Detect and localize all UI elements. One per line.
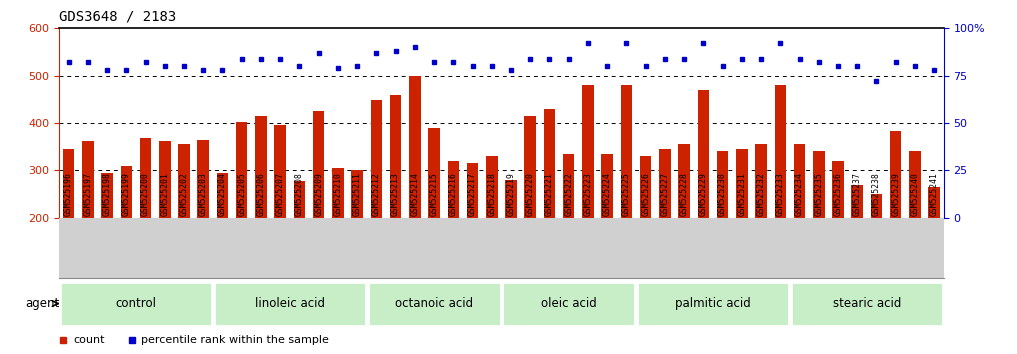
FancyBboxPatch shape — [214, 281, 366, 326]
Bar — [102, 173, 113, 218]
Bar — [139, 138, 152, 218]
Bar — [640, 156, 652, 218]
FancyBboxPatch shape — [367, 281, 500, 326]
Bar — [775, 85, 786, 218]
Bar — [82, 141, 94, 218]
Text: octanoic acid: octanoic acid — [395, 297, 473, 310]
Text: control: control — [115, 297, 157, 310]
Bar — [255, 116, 266, 218]
Bar — [217, 173, 228, 218]
Bar — [197, 139, 210, 218]
Bar — [294, 181, 305, 218]
Bar — [178, 144, 190, 218]
Bar — [717, 152, 728, 218]
Bar — [793, 144, 805, 218]
Bar — [929, 187, 940, 218]
Bar — [467, 163, 478, 218]
Bar — [63, 149, 74, 218]
Bar — [909, 152, 920, 218]
Bar — [486, 156, 497, 218]
Bar — [505, 180, 517, 218]
Bar — [409, 76, 421, 218]
Bar — [813, 152, 825, 218]
Bar — [447, 161, 459, 218]
Text: count: count — [73, 335, 105, 345]
Bar — [890, 131, 901, 218]
Text: palmitic acid: palmitic acid — [675, 297, 751, 310]
Bar — [659, 149, 670, 218]
Bar — [582, 85, 594, 218]
Bar — [871, 194, 882, 218]
Bar — [756, 144, 767, 218]
Bar — [525, 116, 536, 218]
Bar — [121, 166, 132, 218]
Bar — [159, 141, 171, 218]
Bar — [601, 154, 613, 218]
Bar — [678, 144, 690, 218]
FancyBboxPatch shape — [637, 281, 789, 326]
Text: oleic acid: oleic acid — [541, 297, 597, 310]
Bar — [620, 85, 633, 218]
Bar — [851, 184, 863, 218]
Bar — [832, 161, 844, 218]
Bar — [698, 90, 709, 218]
FancyBboxPatch shape — [60, 281, 213, 326]
FancyBboxPatch shape — [790, 281, 943, 326]
FancyBboxPatch shape — [502, 281, 636, 326]
Bar — [390, 95, 402, 218]
Text: GDS3648 / 2183: GDS3648 / 2183 — [59, 10, 176, 24]
Bar — [563, 154, 575, 218]
Bar — [313, 111, 324, 218]
Bar — [428, 128, 439, 218]
Text: stearic acid: stearic acid — [833, 297, 901, 310]
Text: percentile rank within the sample: percentile rank within the sample — [141, 335, 330, 345]
Bar — [236, 122, 247, 218]
Bar — [544, 109, 555, 218]
Text: linoleic acid: linoleic acid — [255, 297, 324, 310]
Text: agent: agent — [25, 297, 59, 310]
Bar — [333, 168, 344, 218]
Bar — [736, 149, 747, 218]
Bar — [275, 125, 286, 218]
Bar — [370, 100, 382, 218]
Bar — [351, 170, 363, 218]
